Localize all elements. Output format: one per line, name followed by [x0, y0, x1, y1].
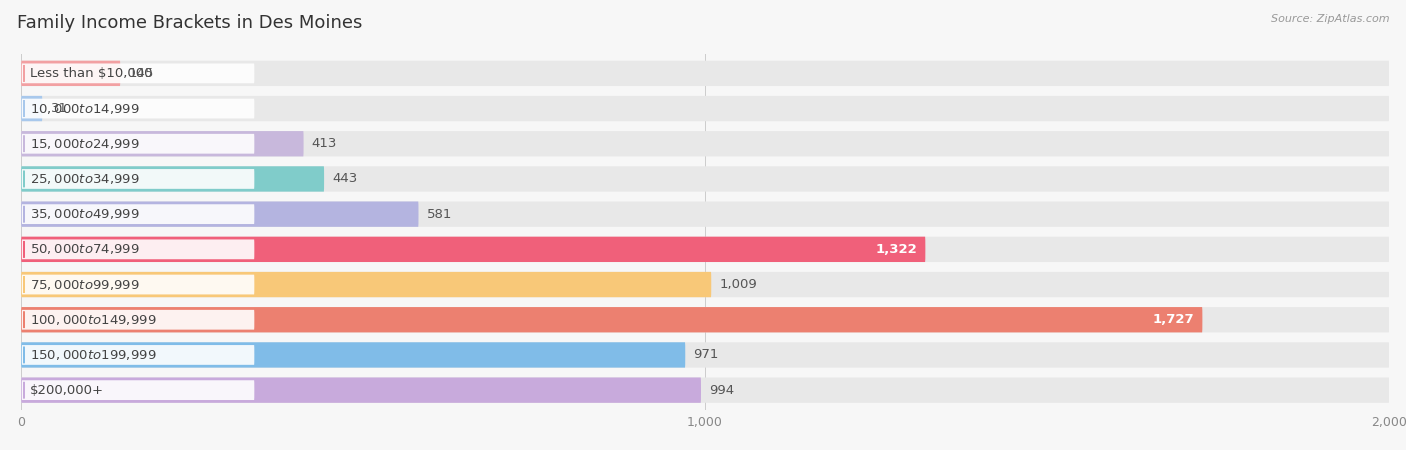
Text: 1,322: 1,322 — [876, 243, 917, 256]
Text: 1,727: 1,727 — [1153, 313, 1194, 326]
FancyBboxPatch shape — [21, 204, 254, 224]
FancyBboxPatch shape — [21, 96, 42, 121]
Text: 31: 31 — [51, 102, 67, 115]
Text: 443: 443 — [332, 172, 357, 185]
FancyBboxPatch shape — [21, 169, 254, 189]
FancyBboxPatch shape — [21, 166, 1389, 192]
Text: $150,000 to $199,999: $150,000 to $199,999 — [30, 348, 156, 362]
FancyBboxPatch shape — [21, 61, 121, 86]
FancyBboxPatch shape — [21, 166, 325, 192]
Text: 413: 413 — [312, 137, 337, 150]
FancyBboxPatch shape — [21, 378, 1389, 403]
FancyBboxPatch shape — [21, 274, 254, 294]
FancyBboxPatch shape — [21, 237, 925, 262]
FancyBboxPatch shape — [21, 345, 254, 365]
FancyBboxPatch shape — [21, 99, 254, 118]
FancyBboxPatch shape — [21, 134, 254, 153]
FancyBboxPatch shape — [21, 202, 419, 227]
FancyBboxPatch shape — [21, 378, 702, 403]
FancyBboxPatch shape — [21, 131, 304, 157]
Text: 145: 145 — [128, 67, 153, 80]
FancyBboxPatch shape — [21, 310, 254, 330]
FancyBboxPatch shape — [21, 272, 711, 297]
Text: $35,000 to $49,999: $35,000 to $49,999 — [30, 207, 139, 221]
Text: $100,000 to $149,999: $100,000 to $149,999 — [30, 313, 156, 327]
Text: $200,000+: $200,000+ — [30, 384, 104, 396]
FancyBboxPatch shape — [21, 202, 1389, 227]
FancyBboxPatch shape — [21, 61, 1389, 86]
FancyBboxPatch shape — [21, 239, 254, 259]
FancyBboxPatch shape — [21, 380, 254, 400]
FancyBboxPatch shape — [21, 63, 254, 83]
FancyBboxPatch shape — [21, 342, 685, 368]
Text: 994: 994 — [709, 384, 734, 396]
FancyBboxPatch shape — [21, 131, 1389, 157]
Text: Family Income Brackets in Des Moines: Family Income Brackets in Des Moines — [17, 14, 363, 32]
Text: $50,000 to $74,999: $50,000 to $74,999 — [30, 243, 139, 256]
FancyBboxPatch shape — [21, 342, 1389, 368]
Text: 971: 971 — [693, 348, 718, 361]
Text: $75,000 to $99,999: $75,000 to $99,999 — [30, 278, 139, 292]
Text: $10,000 to $14,999: $10,000 to $14,999 — [30, 102, 139, 116]
FancyBboxPatch shape — [21, 237, 1389, 262]
Text: $25,000 to $34,999: $25,000 to $34,999 — [30, 172, 139, 186]
Text: Source: ZipAtlas.com: Source: ZipAtlas.com — [1271, 14, 1389, 23]
FancyBboxPatch shape — [21, 272, 1389, 297]
FancyBboxPatch shape — [21, 96, 1389, 121]
Text: Less than $10,000: Less than $10,000 — [30, 67, 152, 80]
FancyBboxPatch shape — [21, 307, 1202, 333]
Text: 1,009: 1,009 — [720, 278, 758, 291]
FancyBboxPatch shape — [21, 307, 1389, 333]
Text: 581: 581 — [426, 207, 453, 220]
Text: $15,000 to $24,999: $15,000 to $24,999 — [30, 137, 139, 151]
